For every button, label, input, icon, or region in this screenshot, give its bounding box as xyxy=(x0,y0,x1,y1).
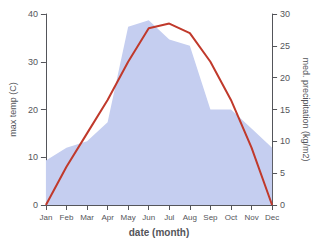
svg-text:20: 20 xyxy=(28,105,38,115)
svg-text:10: 10 xyxy=(280,136,290,146)
svg-text:25: 25 xyxy=(280,41,290,51)
svg-text:Sep: Sep xyxy=(203,213,218,222)
svg-text:Nov: Nov xyxy=(244,213,258,222)
svg-text:30: 30 xyxy=(28,57,38,67)
svg-text:5: 5 xyxy=(280,168,285,178)
svg-text:Mar: Mar xyxy=(80,213,94,222)
svg-text:date (month): date (month) xyxy=(129,227,190,238)
svg-text:0: 0 xyxy=(280,200,285,210)
svg-text:max temp (C): max temp (C) xyxy=(8,82,18,137)
svg-text:May: May xyxy=(121,213,136,222)
svg-text:Jun: Jun xyxy=(142,213,155,222)
svg-text:30: 30 xyxy=(280,9,290,19)
svg-text:20: 20 xyxy=(280,73,290,83)
svg-text:15: 15 xyxy=(280,105,290,115)
svg-text:10: 10 xyxy=(28,152,38,162)
svg-text:Apr: Apr xyxy=(101,213,114,222)
svg-text:40: 40 xyxy=(28,9,38,19)
svg-text:Feb: Feb xyxy=(60,213,74,222)
svg-text:med. precipitation (kg/m2): med. precipitation (kg/m2) xyxy=(301,57,311,161)
svg-text:Jul: Jul xyxy=(164,213,174,222)
svg-text:Aug: Aug xyxy=(183,213,197,222)
svg-text:Dec: Dec xyxy=(265,213,279,222)
svg-text:0: 0 xyxy=(33,200,38,210)
svg-text:Jan: Jan xyxy=(39,213,52,222)
svg-text:Oct: Oct xyxy=(225,213,238,222)
